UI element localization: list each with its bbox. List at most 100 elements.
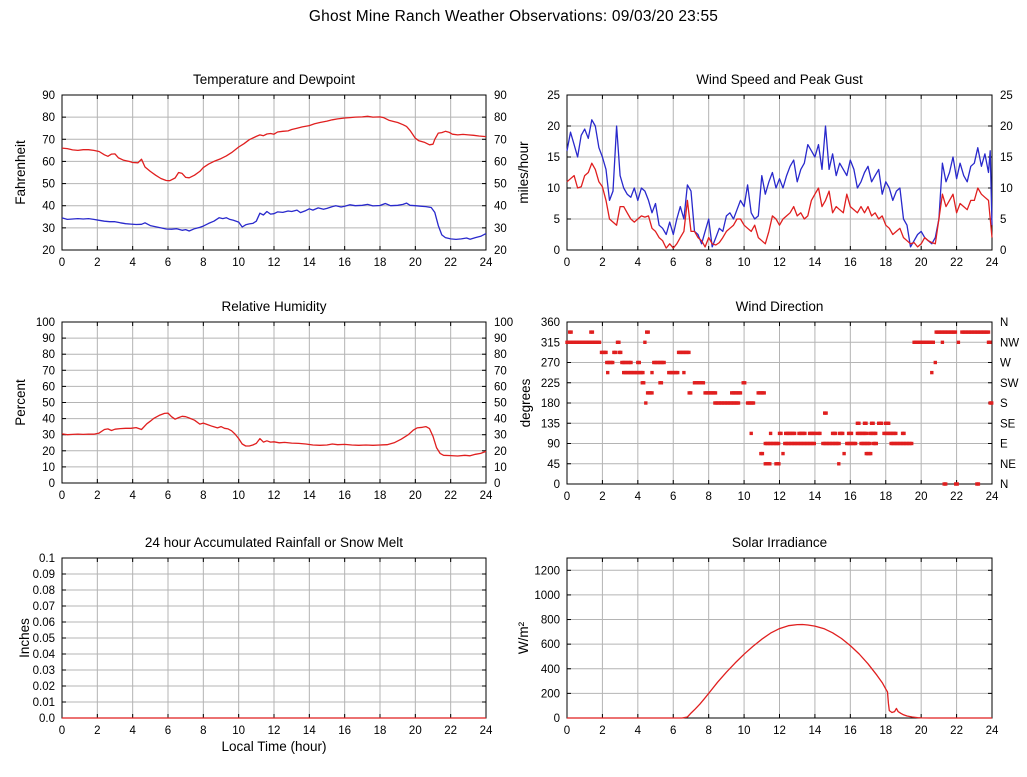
y-tick-label-right: 50 bbox=[494, 179, 507, 191]
x-tick-label: 24 bbox=[480, 257, 493, 269]
dewpoint-line bbox=[61, 202, 487, 241]
x-tick-label: 4 bbox=[635, 257, 642, 269]
x-tick-label: 10 bbox=[738, 257, 751, 269]
x-tick-label: 20 bbox=[409, 725, 422, 737]
y-tick-label: 100 bbox=[36, 317, 55, 329]
x-tick-label: 4 bbox=[635, 491, 642, 503]
y-tick-label: 0.06 bbox=[33, 617, 55, 629]
x-tick-label: 2 bbox=[599, 257, 605, 269]
y-tick-label: 90 bbox=[42, 333, 55, 345]
chart-title: Temperature and Dewpoint bbox=[193, 72, 355, 87]
axis-labels: 0 2 4 6 8 10 12 14 16 18 20 22 240102030405060708090… bbox=[36, 317, 513, 502]
x-tick-label: 22 bbox=[950, 725, 963, 737]
x-tick-label: 24 bbox=[480, 490, 493, 502]
y-tick-label: 135 bbox=[541, 418, 560, 430]
x-tick-label: 0 bbox=[59, 257, 65, 269]
y-tick-label-right: N bbox=[1000, 479, 1008, 491]
x-tick-label: 10 bbox=[738, 491, 751, 503]
y-tick-label: 80 bbox=[42, 112, 55, 124]
x-tick-label: 18 bbox=[374, 257, 387, 269]
y-tick-label-right: 10 bbox=[1000, 183, 1013, 195]
y-axis-label: miles/hour bbox=[516, 141, 531, 204]
x-tick-label: 2 bbox=[94, 490, 100, 502]
x-tick-label: 12 bbox=[268, 490, 281, 502]
y-tick-label: 70 bbox=[42, 365, 55, 377]
y-tick-label-right: 80 bbox=[494, 112, 507, 124]
y-tick-label: 0 bbox=[554, 713, 560, 725]
x-tick-label: 16 bbox=[338, 725, 351, 737]
chart-relative-humidity: 0 2 4 6 8 10 12 14 16 18 20 22 240102030405060708090… bbox=[13, 299, 513, 502]
y-axis-label: W/m² bbox=[516, 621, 531, 654]
y-tick-label-right: 90 bbox=[494, 333, 507, 345]
y-tick-label-right: 90 bbox=[494, 90, 507, 102]
y-tick-label: 0.09 bbox=[33, 569, 55, 581]
x-tick-label: 6 bbox=[670, 257, 676, 269]
y-tick-label-right: 80 bbox=[494, 349, 507, 361]
tick-marks bbox=[61, 94, 487, 251]
chart-title: Relative Humidity bbox=[221, 299, 326, 314]
peak-gust-line bbox=[566, 119, 993, 248]
x-tick-label: 22 bbox=[950, 257, 963, 269]
y-tick-label-right: NE bbox=[1000, 459, 1016, 471]
wind-direction-points bbox=[565, 330, 994, 486]
y-tick-label: 5 bbox=[554, 214, 560, 226]
x-tick-label: 20 bbox=[409, 490, 422, 502]
y-tick-label-right: 40 bbox=[494, 201, 507, 213]
x-tick-label: 22 bbox=[444, 725, 457, 737]
y-tick-label-right: W bbox=[1000, 358, 1011, 370]
y-tick-label: 0.03 bbox=[33, 665, 55, 677]
x-tick-label: 14 bbox=[303, 257, 316, 269]
y-tick-label: 30 bbox=[42, 430, 55, 442]
grid bbox=[62, 558, 486, 718]
x-tick-label: 16 bbox=[844, 491, 857, 503]
y-tick-label: 225 bbox=[541, 378, 560, 390]
x-tick-label: 18 bbox=[374, 490, 387, 502]
chart-title: Solar Irradiance bbox=[732, 535, 827, 550]
x-tick-label: 4 bbox=[129, 490, 136, 502]
x-tick-label: 14 bbox=[809, 257, 822, 269]
x-tick-label: 14 bbox=[809, 491, 822, 503]
y-tick-label: 400 bbox=[541, 664, 560, 676]
x-tick-label: 8 bbox=[705, 491, 711, 503]
y-tick-label-right: S bbox=[1000, 398, 1008, 410]
chart-solar-irradiance: 0 2 4 6 8 10 12 14 16 18 20 22 240200400600800100012… bbox=[516, 535, 999, 737]
x-tick-label: 6 bbox=[670, 725, 676, 737]
grid bbox=[567, 322, 992, 484]
grid bbox=[567, 95, 992, 250]
x-tick-label: 18 bbox=[879, 257, 892, 269]
y-tick-label: 90 bbox=[42, 90, 55, 102]
y-tick-label-right: 20 bbox=[1000, 121, 1013, 133]
x-tick-label: 22 bbox=[444, 490, 457, 502]
x-tick-label: 12 bbox=[773, 725, 786, 737]
x-tick-label: 8 bbox=[705, 725, 711, 737]
y-tick-label: 50 bbox=[42, 398, 55, 410]
chart-wind-speed-gust: 0 2 4 6 8 10 12 14 16 18 20 22 240510152025051015202… bbox=[516, 72, 1013, 269]
x-tick-label: 4 bbox=[635, 725, 642, 737]
y-tick-label-right: 5 bbox=[1000, 214, 1006, 226]
axis-labels: 0 2 4 6 8 10 12 14 16 18 20 22 240510152025051015202… bbox=[547, 90, 1013, 269]
x-tick-label: 16 bbox=[338, 257, 351, 269]
y-tick-label: 0.05 bbox=[33, 633, 55, 645]
y-tick-label: 0 bbox=[554, 245, 560, 257]
chart-title: 24 hour Accumulated Rainfall or Snow Mel… bbox=[145, 535, 403, 550]
x-tick-label: 0 bbox=[564, 491, 570, 503]
y-tick-label: 315 bbox=[541, 337, 560, 349]
temperature-line bbox=[61, 115, 487, 182]
y-axis-label: degrees bbox=[518, 378, 533, 427]
x-tick-label: 2 bbox=[599, 491, 605, 503]
x-tick-label: 24 bbox=[986, 491, 999, 503]
y-tick-label: 40 bbox=[42, 201, 55, 213]
y-tick-label: 40 bbox=[42, 414, 55, 426]
y-tick-label: 20 bbox=[42, 245, 55, 257]
y-tick-label-right: 0 bbox=[494, 478, 500, 490]
x-tick-label: 12 bbox=[268, 725, 281, 737]
y-tick-label: 20 bbox=[547, 121, 560, 133]
y-tick-label-right: N bbox=[1000, 317, 1008, 329]
x-tick-label: 18 bbox=[879, 491, 892, 503]
y-tick-label: 600 bbox=[541, 639, 560, 651]
x-tick-label: 24 bbox=[986, 725, 999, 737]
solar-irradiance-line bbox=[567, 623, 992, 719]
x-tick-label: 0 bbox=[59, 490, 65, 502]
x-tick-label: 16 bbox=[338, 490, 351, 502]
y-axis-label: Percent bbox=[13, 379, 28, 426]
